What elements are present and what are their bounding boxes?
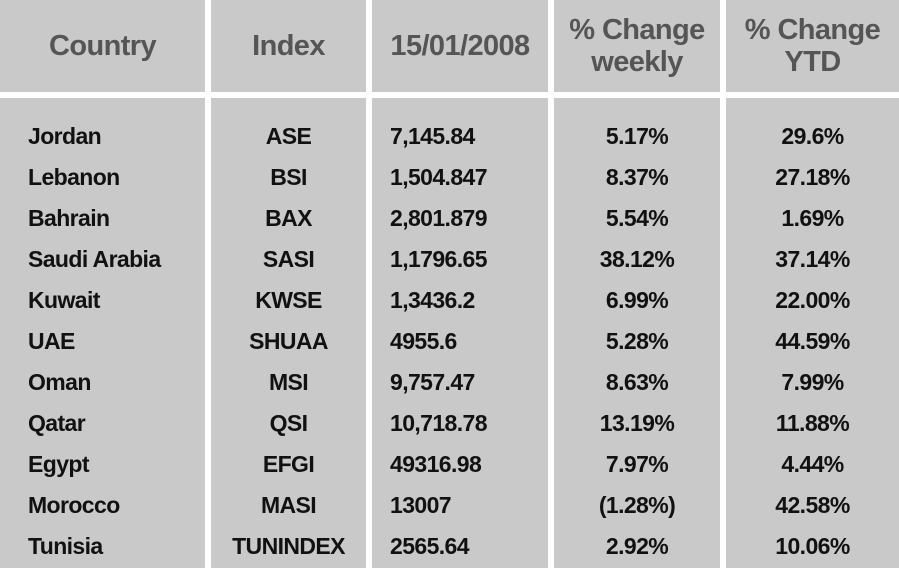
row-label: Jordan xyxy=(28,123,102,149)
table-cell: 2.92% xyxy=(605,533,669,559)
row-label: Egypt xyxy=(28,451,89,477)
body-cell-bg xyxy=(372,98,548,568)
row-label: Bahrain xyxy=(28,205,110,231)
table-cell: 44.59% xyxy=(775,328,850,354)
table-cell: 8.37% xyxy=(605,164,669,190)
table-cell: 13.19% xyxy=(599,410,675,436)
table-cell: 6.99% xyxy=(605,287,669,313)
table-cell: 11.88% xyxy=(775,410,850,436)
table-cell: 5.54% xyxy=(605,205,669,231)
body-cell-bg xyxy=(0,98,205,568)
row-label: Morocco xyxy=(28,492,120,518)
table-cell: (1.28%) xyxy=(598,492,676,518)
body-cell-bg xyxy=(726,98,899,568)
table-cell: 4.44% xyxy=(781,451,844,477)
row-label: UAE xyxy=(28,328,75,354)
table-cell: SASI xyxy=(262,246,315,272)
table-cell: MASI xyxy=(260,492,317,518)
table-cell: 1,504.847 xyxy=(390,164,488,190)
table-cell: 10.06% xyxy=(775,533,850,559)
table-cell: 5.28% xyxy=(605,328,669,354)
table-cell: 4955.6 xyxy=(390,328,457,354)
table-cell: 7.97% xyxy=(605,451,669,477)
row-label: Qatar xyxy=(28,410,86,436)
table-cell: 29.6% xyxy=(781,123,844,149)
table-cell: 7,145.84 xyxy=(390,123,475,149)
row-label: Saudi Arabia xyxy=(28,246,161,272)
table-cell: 1.69% xyxy=(781,205,844,231)
body-cell-bg xyxy=(211,98,366,568)
table-cell: ASE xyxy=(265,123,312,149)
header-cell-bg xyxy=(726,0,899,92)
table-cell: EFGI xyxy=(262,451,315,477)
table-cell: 5.17% xyxy=(605,123,669,149)
header-cell-bg xyxy=(0,0,205,92)
column-header: Country xyxy=(49,30,157,62)
body-cell-bg xyxy=(554,98,720,568)
header-cell-bg xyxy=(211,0,366,92)
table-cell: TUNINDEX xyxy=(232,533,345,559)
table-cell: 1,1796.65 xyxy=(390,246,488,272)
table-cell: 42.58% xyxy=(775,492,850,518)
table-cell: 27.18% xyxy=(775,164,850,190)
row-label: Tunisia xyxy=(28,533,103,559)
table-cell: 13007 xyxy=(390,492,452,518)
table-cell: 37.14% xyxy=(775,246,850,272)
column-header: Index xyxy=(252,30,325,62)
column-header: % Change weekly xyxy=(569,14,705,78)
table-cell: BAX xyxy=(265,205,312,231)
table-cell: 22.00% xyxy=(775,287,850,313)
header-cell-bg xyxy=(554,0,720,92)
table-cell: QSI xyxy=(269,410,308,436)
table-cell: 9,757.47 xyxy=(390,369,475,395)
table-cell: 38.12% xyxy=(599,246,675,272)
table-cell: SHUAA xyxy=(249,328,328,354)
row-label: Kuwait xyxy=(28,287,100,313)
table-cell: 2565.64 xyxy=(390,533,470,559)
table-cell: BSI xyxy=(270,164,307,190)
header-cell-bg xyxy=(372,0,548,92)
table-cell: MSI xyxy=(268,369,309,395)
row-label: Lebanon xyxy=(28,164,120,190)
column-header: % Change YTD xyxy=(744,14,881,78)
table-cell: KWSE xyxy=(255,287,322,313)
table-cell: 49316.98 xyxy=(390,451,482,477)
table-cell: 2,801.879 xyxy=(390,205,488,231)
row-label: Oman xyxy=(28,369,91,395)
table-cell: 10,718.78 xyxy=(390,410,488,436)
table-cell: 7.99% xyxy=(781,369,844,395)
table-cell: 1,3436.2 xyxy=(390,287,475,313)
column-header: 15/01/2008 xyxy=(390,30,530,62)
table-cell: 8.63% xyxy=(605,369,669,395)
